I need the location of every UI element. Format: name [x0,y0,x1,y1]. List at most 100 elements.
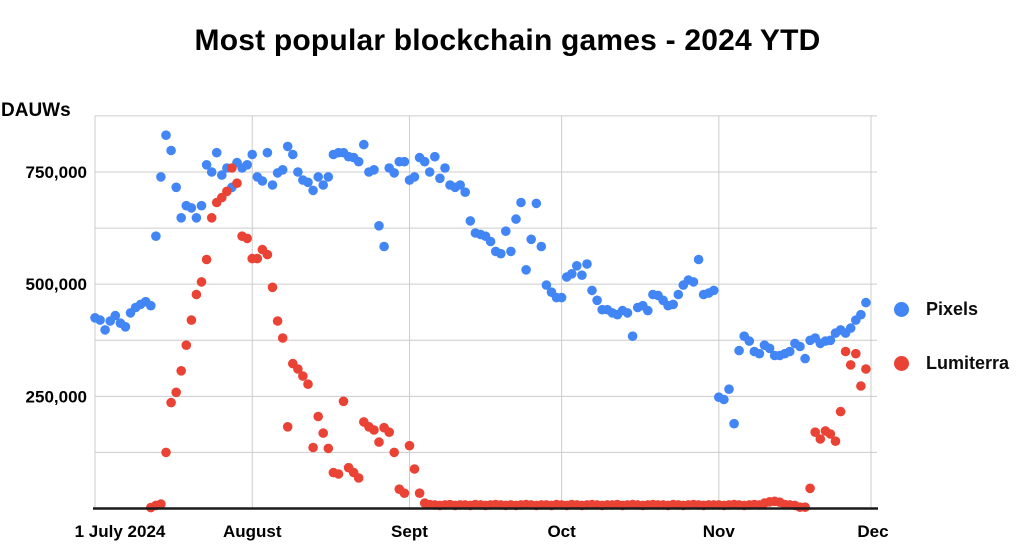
data-point-pixels [668,299,678,310]
data-point-pixels [166,145,176,156]
data-point-pixels [293,167,303,177]
data-point-lumiterra [830,436,841,447]
lumiterra-legend-dot-icon [894,356,909,371]
data-point-pixels [729,418,739,429]
legend-item-pixels: Pixels [894,299,1009,320]
data-point-lumiterra [845,360,856,370]
data-point-lumiterra [835,406,846,417]
data-point-pixels [587,285,597,296]
data-point-pixels [460,187,471,197]
data-point-lumiterra [800,502,810,512]
data-point-pixels [282,141,293,152]
data-point-pixels [485,236,496,247]
data-point-pixels [861,297,871,308]
data-point-pixels [191,213,202,223]
y-tick-label: 500,000 [26,275,87,294]
x-tick-label: August [223,522,282,541]
data-point-lumiterra [389,447,400,458]
data-point-pixels [308,185,318,196]
y-tick-label: 750,000 [26,163,87,182]
x-tick-label: Sept [391,522,428,541]
data-point-pixels [120,322,131,332]
data-point-lumiterra [252,253,263,264]
data-point-pixels [719,394,729,405]
data-point-pixels [217,170,227,180]
data-point-pixels [419,156,430,167]
data-point-lumiterra [404,440,415,451]
data-point-pixels [374,221,384,231]
data-point-lumiterra [323,443,334,454]
data-point-pixels [257,176,268,186]
data-point-pixels [399,156,410,167]
data-point-pixels [146,300,156,311]
data-point-pixels [754,348,765,359]
series-pixels [90,130,871,429]
data-point-lumiterra [409,464,420,474]
data-point-lumiterra [399,488,410,499]
data-point-pixels [734,345,744,356]
data-point-pixels [531,198,542,209]
data-point-lumiterra [414,488,425,499]
data-point-pixels [303,177,313,188]
data-point-pixels [110,310,121,321]
data-point-pixels [211,147,222,158]
data-point-pixels [744,336,755,346]
data-point-pixels [673,289,684,300]
data-point-pixels [318,180,329,190]
data-point-pixels [845,323,856,333]
data-point-pixels [262,147,273,158]
data-point-pixels [693,254,704,265]
data-point-pixels [643,305,653,316]
data-point-pixels [825,335,836,346]
data-point-lumiterra [851,348,861,359]
series-lumiterra [146,163,871,513]
data-point-pixels [176,213,186,223]
data-point-pixels [516,197,526,208]
data-point-lumiterra [313,411,324,422]
data-point-pixels [582,259,592,269]
data-point-lumiterra [201,254,212,265]
data-point-pixels [353,156,364,167]
data-point-pixels [409,172,420,182]
x-tick-label: 1 July 2024 [75,522,166,541]
pixels-legend-dot-icon [894,302,909,317]
x-tick-label: Nov [703,522,736,541]
y-axis-tick-labels: 250,000 500,000 750,000 [26,163,87,406]
data-point-lumiterra [318,428,329,438]
data-point-lumiterra [333,469,344,479]
legend-item-lumiterra: Lumiterra [894,353,1009,374]
data-point-lumiterra [206,213,217,223]
data-point-lumiterra [166,397,176,408]
data-point-pixels [709,285,719,296]
data-point-pixels [156,172,166,182]
data-point-pixels [506,246,516,257]
data-point-lumiterra [810,427,820,438]
data-point-pixels [206,167,217,177]
data-point-lumiterra [856,381,866,391]
data-point-pixels [196,200,207,211]
data-point-lumiterra [242,233,252,244]
data-point-lumiterra [840,346,851,357]
data-point-lumiterra [353,473,364,483]
data-point-lumiterra [176,366,186,376]
data-point-lumiterra [227,163,237,173]
data-point-lumiterra [156,499,166,509]
chart-title: Most popular blockchain games - 2024 YTD [194,24,821,57]
data-point-lumiterra [282,422,293,432]
data-point-pixels [247,149,257,160]
y-tick-label: 250,000 [26,387,87,406]
data-point-lumiterra [861,364,871,374]
x-axis-tick-labels: 1 July 2024 August Sept Oct Nov Dec [75,522,889,541]
data-point-pixels [800,353,810,364]
data-point-pixels [151,231,161,241]
data-point-lumiterra [171,387,181,398]
x-tick-label: Dec [857,522,888,541]
data-point-pixels [688,277,699,287]
data-point-pixels [511,214,521,224]
data-point-lumiterra [232,178,242,188]
data-point-lumiterra [186,315,197,325]
data-point-lumiterra [161,447,171,458]
data-point-lumiterra [277,333,288,343]
data-point-pixels [424,167,435,177]
